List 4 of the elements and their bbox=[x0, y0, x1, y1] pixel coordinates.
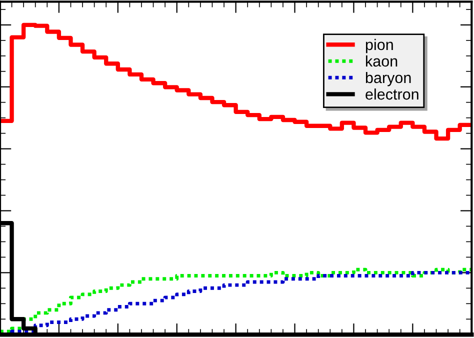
legend-label: pion bbox=[366, 38, 393, 54]
legend-label: electron bbox=[366, 88, 418, 100]
legend-label: kaon bbox=[366, 55, 398, 67]
legend-label: baryon bbox=[366, 72, 411, 86]
